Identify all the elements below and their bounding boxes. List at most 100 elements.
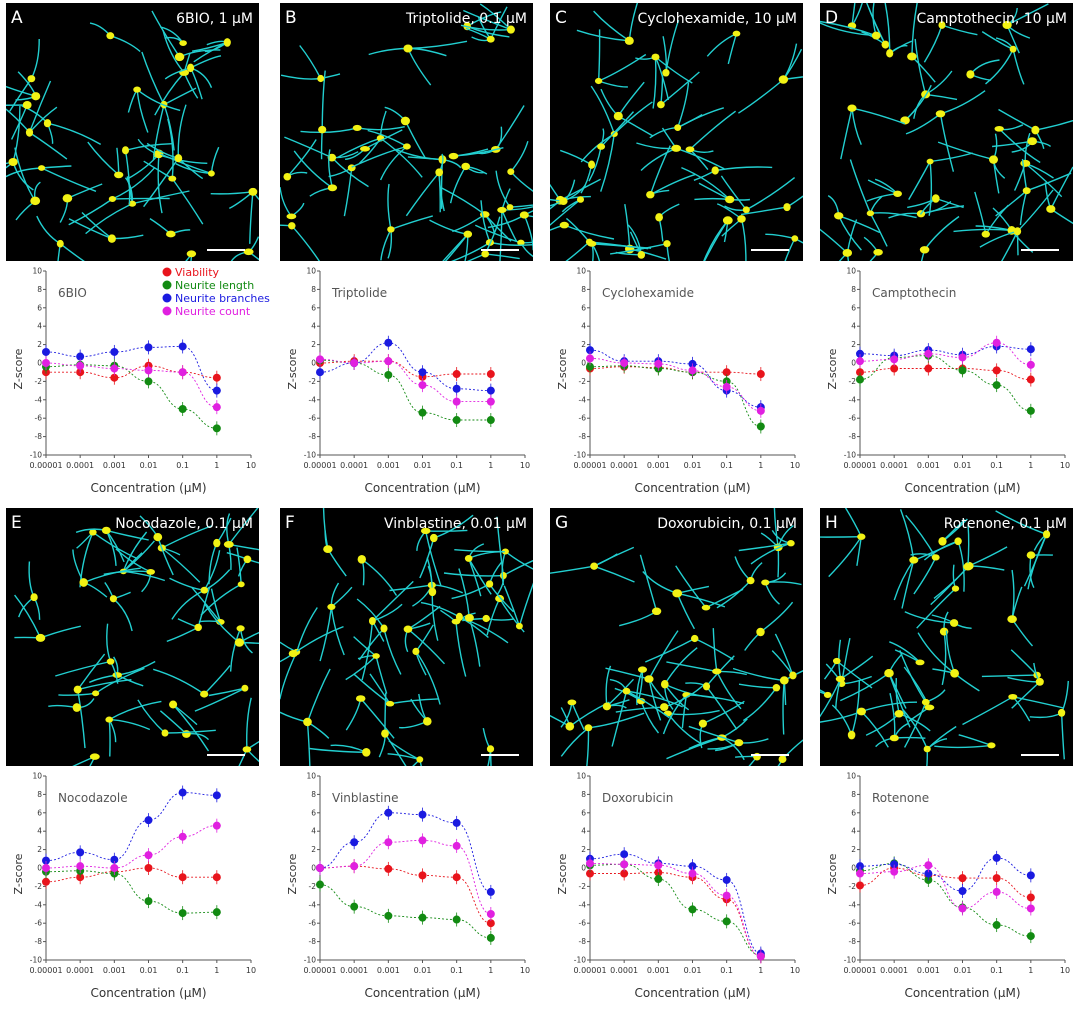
soma (107, 234, 116, 243)
neurite (917, 632, 956, 674)
data-point (722, 875, 731, 884)
data-point (452, 873, 461, 882)
scale-bar (207, 249, 245, 251)
series-line (589, 365, 761, 427)
image-title: 6BIO, 1 μM (176, 11, 253, 27)
data-point (144, 897, 153, 906)
data-point (654, 875, 663, 884)
y-tick-label: -4 (849, 900, 857, 909)
y-tick-label: 8 (851, 285, 856, 294)
neurite (652, 56, 657, 109)
soma (779, 676, 789, 685)
soma (213, 538, 221, 548)
neurite (712, 628, 718, 672)
data-point (856, 368, 864, 377)
soma (186, 250, 197, 258)
soma (43, 119, 52, 128)
neurite (292, 625, 344, 655)
x-tick-label: 0.1 (720, 461, 733, 470)
soma (873, 248, 883, 256)
neurite (957, 540, 965, 592)
data-point (654, 359, 663, 368)
neurite (681, 166, 731, 201)
series-line (45, 362, 217, 408)
soma (690, 634, 699, 643)
neurite (745, 177, 796, 211)
neurite (463, 9, 512, 31)
neurite (328, 149, 334, 188)
soma (352, 124, 362, 131)
series-line (45, 867, 217, 883)
soma (362, 748, 371, 757)
x-tick-label: 0.01 (684, 966, 702, 975)
neurite (154, 72, 185, 116)
y-tick-label: -6 (309, 919, 317, 928)
neurite (677, 82, 690, 128)
soma (881, 40, 890, 49)
soma (567, 699, 577, 706)
micrograph-e: E Nocodazole, 0.1 μM (6, 508, 259, 766)
data-point (144, 366, 153, 375)
y-tick-label: -2 (849, 882, 857, 891)
soma (56, 239, 64, 248)
soma (894, 709, 904, 718)
neurite (902, 709, 928, 750)
x-tick-label: 0.001 (917, 461, 940, 470)
y-tick-label: 2 (851, 845, 856, 854)
neurite (162, 30, 185, 74)
x-tick-label: 0.0001 (340, 966, 368, 975)
neurite (590, 85, 615, 135)
neurite (550, 714, 571, 728)
data-point (384, 864, 393, 873)
soma (950, 668, 960, 678)
neurite (419, 759, 422, 766)
legend-marker (162, 280, 172, 290)
y-tick-label: 10 (576, 772, 586, 781)
data-point (212, 424, 221, 433)
y-axis-label: Z-score (286, 853, 299, 894)
neurite (203, 664, 231, 695)
y-tick-label: -6 (849, 414, 857, 423)
neurite (361, 558, 398, 596)
neurite (246, 740, 259, 750)
neurite (781, 739, 803, 760)
data-point (856, 357, 864, 366)
x-tick-label: 0.001 (647, 966, 670, 975)
chart-c: 10 8 6 4 2 0 -2 -4 -6 -8 -100.00001 0.0001 0.001 0.01… (556, 267, 800, 496)
y-tick-label: -2 (849, 377, 857, 386)
y-tick-label: 10 (32, 772, 42, 781)
soma (317, 74, 325, 83)
x-tick-label: 0.001 (647, 461, 670, 470)
data-point (316, 864, 324, 872)
data-point (452, 818, 461, 827)
neurite (626, 690, 683, 708)
data-point (212, 386, 221, 395)
chart-label: Nocodazole (58, 791, 128, 805)
neurite (995, 510, 1047, 535)
soma (482, 614, 490, 623)
legend-marker (162, 267, 172, 277)
x-tick-label: 10 (790, 461, 800, 470)
neurite (908, 161, 931, 200)
neurite (820, 691, 828, 696)
data-point (856, 881, 864, 890)
data-point (958, 887, 967, 895)
scale-bar (751, 249, 789, 251)
panel-letter: A (11, 8, 23, 28)
data-point (992, 887, 1001, 896)
neurite (157, 153, 163, 214)
neurite (412, 758, 421, 766)
soma (756, 627, 765, 637)
neurite (611, 690, 628, 747)
image-title: Nocodazole, 0.1 μM (115, 516, 253, 532)
x-tick-label: 0.00001 (303, 461, 336, 470)
data-point (924, 869, 933, 878)
neurite (899, 509, 915, 561)
data-point (42, 359, 50, 367)
soma (613, 111, 623, 121)
soma (30, 593, 38, 602)
neurite (773, 508, 779, 548)
soma (429, 533, 438, 543)
soma (381, 729, 389, 738)
